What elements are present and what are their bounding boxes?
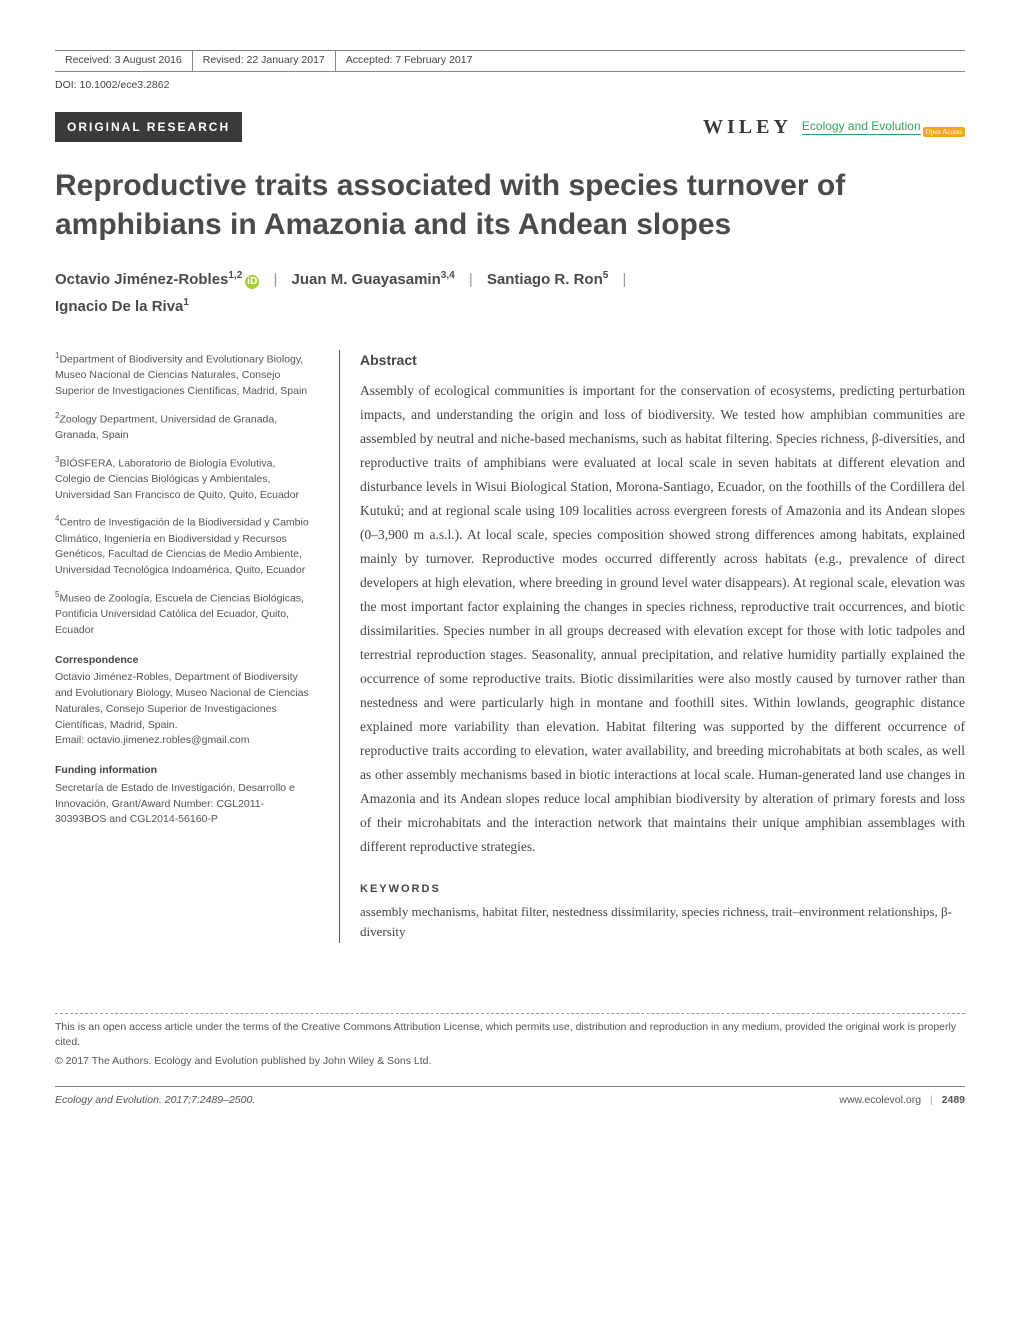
author-3-aff: 5 xyxy=(603,270,609,281)
publisher-logo: WILEY xyxy=(703,112,792,142)
footer-url[interactable]: www.ecolevol.org xyxy=(839,1094,921,1106)
affiliation-4: 4Centro de Investigación de la Biodivers… xyxy=(55,513,313,579)
author-2: Juan M. Guayasamin3,4 xyxy=(292,271,455,288)
abstract-heading: Abstract xyxy=(360,350,965,371)
journal-branding: WILEY Ecology and EvolutionOpen Access xyxy=(703,112,965,142)
author-1-name: Octavio Jiménez-Robles xyxy=(55,271,228,288)
article-title: Reproductive traits associated with spec… xyxy=(55,166,965,244)
affiliation-1: 1Department of Biodiversity and Evolutio… xyxy=(55,350,313,400)
sidebar-metadata: 1Department of Biodiversity and Evolutio… xyxy=(55,350,313,943)
affiliation-5: 5Museo de Zoología, Escuela de Ciencias … xyxy=(55,589,313,639)
received-date: Received: 3 August 2016 xyxy=(55,51,193,71)
funding-heading: Funding information xyxy=(55,763,313,779)
orcid-icon[interactable]: iD xyxy=(245,275,259,289)
correspondence-email[interactable]: Email: octavio.jimenez.robles@gmail.com xyxy=(55,733,313,749)
abstract-column: Abstract Assembly of ecological communit… xyxy=(339,350,965,943)
journal-name[interactable]: Ecology and Evolution xyxy=(802,119,921,135)
affiliation-2: 2Zoology Department, Universidad de Gran… xyxy=(55,410,313,444)
keywords-body: assembly mechanisms, habitat filter, nes… xyxy=(360,902,965,944)
revised-date: Revised: 22 January 2017 xyxy=(193,51,336,71)
author-3: Santiago R. Ron5 xyxy=(487,271,608,288)
page-number: 2489 xyxy=(942,1094,965,1106)
correspondence-heading: Correspondence xyxy=(55,653,313,669)
author-3-name: Santiago R. Ron xyxy=(487,271,603,288)
author-4: Ignacio De la Riva1 xyxy=(55,298,189,315)
article-type-row: ORIGINAL RESEARCH WILEY Ecology and Evol… xyxy=(55,112,965,142)
footer-right: www.ecolevol.org | 2489 xyxy=(839,1093,965,1109)
footer-bar: Ecology and Evolution. 2017;7:2489–2500.… xyxy=(55,1086,965,1109)
author-1-aff: 1,2 xyxy=(228,270,242,281)
license-text: This is an open access article under the… xyxy=(55,1020,965,1049)
article-type-badge: ORIGINAL RESEARCH xyxy=(55,112,242,142)
footer-zone: This is an open access article under the… xyxy=(55,1013,965,1109)
footer-citation: Ecology and Evolution. 2017;7:2489–2500. xyxy=(55,1093,255,1109)
abstract-body: Assembly of ecological communities is im… xyxy=(360,379,965,859)
copyright-text: © 2017 The Authors. Ecology and Evolutio… xyxy=(55,1054,965,1069)
author-list: Octavio Jiménez-Robles1,2iD | Juan M. Gu… xyxy=(55,266,965,320)
keywords-heading: KEYWORDS xyxy=(360,881,965,898)
doi: DOI: 10.1002/ece3.2862 xyxy=(55,72,965,112)
author-2-aff: 3,4 xyxy=(441,270,455,281)
dashed-rule xyxy=(55,1013,965,1014)
author-1: Octavio Jiménez-Robles1,2iD xyxy=(55,271,259,288)
accepted-date: Accepted: 7 February 2017 xyxy=(336,51,965,71)
funding-body: Secretaría de Estado de Investigación, D… xyxy=(55,781,313,828)
affiliation-3: 3BIÓSFERA, Laboratorio de Biología Evolu… xyxy=(55,454,313,504)
correspondence-body: Octavio Jiménez-Robles, Department of Bi… xyxy=(55,670,313,733)
author-2-name: Juan M. Guayasamin xyxy=(292,271,441,288)
author-4-name: Ignacio De la Riva xyxy=(55,298,183,315)
open-access-badge: Open Access xyxy=(923,127,965,137)
history-bar: Received: 3 August 2016 Revised: 22 Janu… xyxy=(55,50,965,72)
author-4-aff: 1 xyxy=(183,297,189,308)
